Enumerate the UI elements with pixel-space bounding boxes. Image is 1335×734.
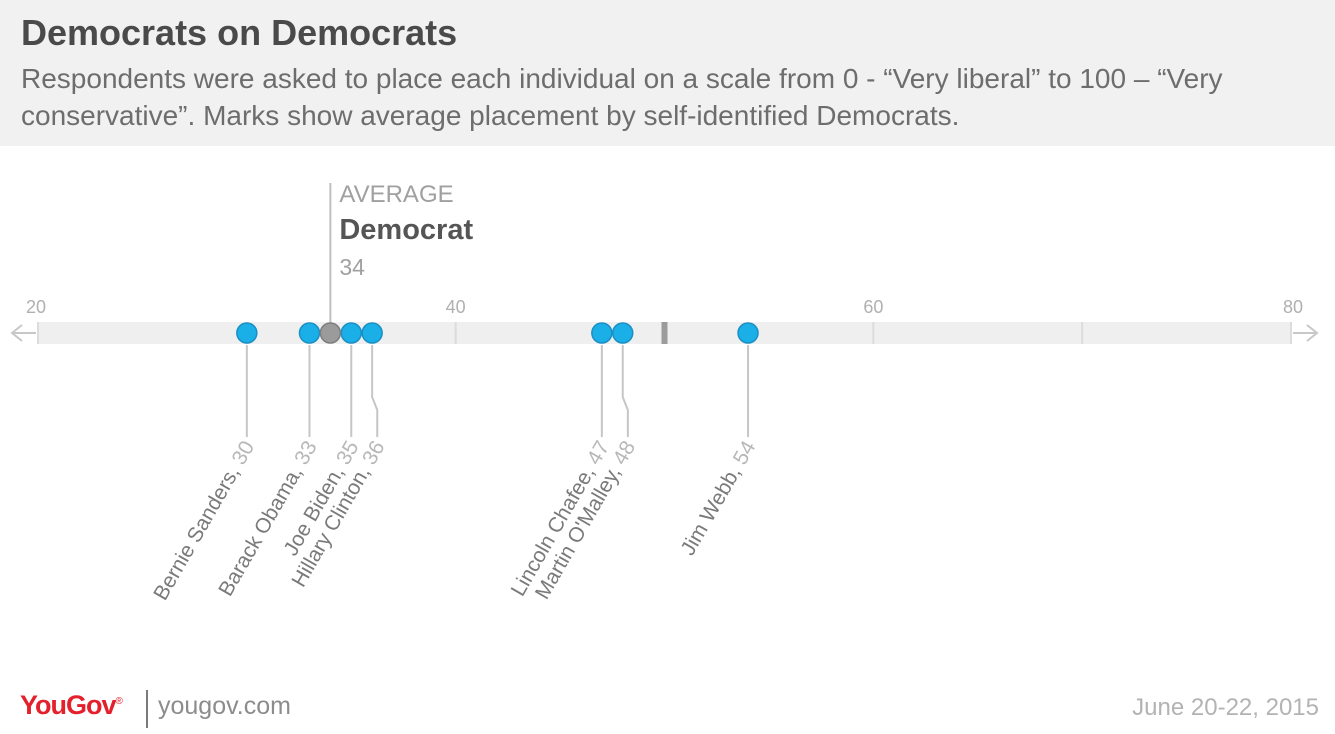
leader-line [371,345,379,437]
average-point [319,322,342,344]
header-band: Democrats on Democrats Respondents were … [0,0,1335,146]
average-group: Democrat [339,214,473,246]
data-point [737,322,759,344]
survey-date: June 20-22, 2015 [1132,694,1319,721]
data-point [236,322,258,344]
tick-label: 20 [26,297,46,317]
data-point [591,322,613,344]
chart-title: Democrats on Democrats [21,12,458,53]
data-point [340,322,362,344]
data-point [361,322,383,344]
axis-arrow-left [10,324,36,342]
tick-label: 60 [863,297,883,317]
footer-divider [146,690,148,728]
tick-label: 80 [1283,297,1303,317]
tick-label: 40 [446,297,466,317]
footer-site: yougov.com [158,692,291,720]
data-point [611,322,634,344]
chart-subtitle: Respondents were asked to place each ind… [21,63,1223,131]
axis-arrow-right [1293,324,1319,342]
point-label: Jim Webb, 54 [676,437,760,560]
registered-mark: ® [115,696,123,707]
logo-text: YouGov [20,690,117,720]
average-value: 34 [339,254,365,280]
average-caption: AVERAGE [339,181,453,208]
leader-line [621,345,629,437]
data-point [298,322,321,344]
midpoint-marker [661,322,668,344]
yougov-logo: YouGov® [20,690,123,721]
